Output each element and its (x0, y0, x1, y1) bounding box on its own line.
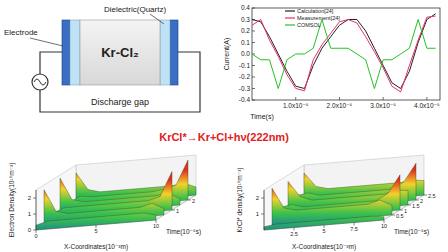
x-tick (426, 97, 427, 100)
x-tick (295, 97, 296, 100)
y-tick-label: 0.3 (241, 16, 250, 23)
legend-swatch (285, 24, 295, 25)
surface-chart: 0 1 2 0 5 10 1 2 Electron Density(10¹⁶m⁻³) X-Coor… (8, 155, 201, 251)
z-tick-label: 2 (256, 195, 260, 201)
z-axis-title: Electron Density(10¹⁶m⁻³) (8, 163, 16, 238)
time-tick-label: 1 (176, 208, 179, 214)
series-line (252, 20, 436, 89)
dielectric-left (70, 20, 80, 85)
legend-label: Calculation[24] (297, 8, 334, 14)
ac-source (32, 74, 48, 90)
leader-line (150, 14, 164, 24)
electrode-right (170, 20, 178, 85)
y-tick-label: -0.3 (239, 85, 251, 92)
x-axis-title: X-Coordinates(10⁻³m) (64, 243, 128, 251)
electrode-label: Electrode (4, 28, 38, 37)
x-tick-label: 5 (94, 228, 97, 234)
y-tick-label: -0.1 (239, 62, 251, 69)
y-tick-label: 0.2 (241, 27, 250, 34)
discharge-gas (80, 20, 160, 85)
y-tick (252, 100, 255, 101)
x-tick-label: 2.5 (290, 231, 298, 237)
y-tick-label: -0.4 (239, 96, 251, 103)
z-axis (36, 190, 37, 230)
y-tick-label: 0.1 (241, 39, 250, 46)
time-tick-label: 2 (420, 198, 423, 204)
x-axis-title: Time(s) (250, 113, 273, 121)
z-tick-label: 1 (28, 211, 32, 217)
x-tick-label: 4.0x10⁻⁵ (414, 102, 440, 109)
legend-swatch (285, 10, 295, 11)
reaction-equation: KrCl*→Kr+Cl+hν(222nm) (159, 131, 289, 143)
x-tick-label: 0 (34, 233, 37, 239)
time-tick-label: 0.5 (396, 213, 404, 219)
y-tick (252, 65, 255, 66)
series-line (252, 14, 436, 89)
time-tick-label: 2.5 (428, 193, 436, 199)
x-tick-label: 2.0x10⁻⁵ (327, 102, 353, 109)
figure: Kr-Cl₂ Dielectric(Quartz) Electrode Dischar… (0, 0, 448, 252)
legend: Calculation[24]Measurement[24]COMSOL (285, 8, 340, 28)
y-axis-title: Current(A) (223, 38, 231, 71)
z-tick-label: 2 (28, 195, 32, 201)
x-tick-label: 10 (153, 223, 159, 229)
z-axis-title: KrCl* density(10¹⁹m⁻³) (236, 167, 244, 232)
legend-label: Measurement[24] (297, 15, 340, 21)
y-tick (252, 8, 255, 9)
time-tick (400, 210, 403, 211)
leader-line (30, 38, 63, 46)
electrode-left (62, 20, 70, 85)
x-tick-label: 3.0x10⁻⁵ (370, 102, 396, 109)
y-tick-label: -0.2 (239, 73, 251, 80)
x-axis-title: X-Coordinates(10⁻³m) (292, 243, 356, 251)
line-chart: -0.4 -0.3 -0.2 -0.1 0.0 0.1 0.2 0.3 0.4 1.0x10⁻⁵ 2… (223, 4, 440, 121)
y-tick-label: 0.4 (241, 4, 250, 11)
series-line (252, 16, 436, 92)
z-tick-label: 1 (256, 211, 260, 217)
time-tick (416, 200, 419, 201)
series-group (252, 14, 436, 92)
y-tick (252, 31, 255, 32)
time-tick-label: 1 (404, 208, 407, 214)
gas-label: Kr-Cl₂ (101, 45, 139, 60)
plot-frame (252, 8, 440, 100)
dielectric-label: Dielectric(Quartz) (104, 5, 167, 14)
x-tick-label: 7.5 (350, 226, 358, 232)
schematic: Kr-Cl₂ Dielectric(Quartz) Electrode Dischar… (4, 5, 200, 112)
time-axis-title: Time(10⁻⁵s) (166, 228, 201, 236)
z-tick (33, 198, 36, 199)
y-tick (252, 42, 255, 43)
ac-symbol (34, 79, 46, 85)
y-tick (252, 88, 255, 89)
z-tick (33, 230, 36, 231)
time-tick (408, 205, 411, 206)
z-tick-label: 0 (28, 227, 32, 233)
legend-swatch (285, 17, 295, 18)
time-tick (424, 195, 427, 196)
y-tick (252, 77, 255, 78)
time-tick (392, 215, 395, 216)
legend-label: COMSOL (297, 22, 321, 28)
z-tick (261, 198, 264, 199)
z-tick (261, 214, 264, 215)
surface-chart: 122.557.5100.511.522.5KrCl* density(10¹⁹… (236, 155, 436, 251)
gap-label: Discharge gap (91, 97, 149, 107)
time-tick-label: 1.5 (412, 203, 420, 209)
x-tick-label: 5 (322, 228, 325, 234)
x-tick (339, 97, 340, 100)
x-tick-label: 1.0x10⁻⁵ (283, 102, 309, 109)
time-tick-label: 2 (192, 198, 195, 204)
time-tick (188, 200, 191, 201)
y-tick-label: 0.0 (241, 50, 250, 57)
x-tick-label: 10 (381, 223, 387, 229)
x-tick (383, 97, 384, 100)
time-tick (172, 210, 175, 211)
z-axis (264, 190, 265, 230)
z-tick (33, 214, 36, 215)
time-axis-title: Time(10⁻⁵s) (394, 228, 429, 236)
dielectric-right (160, 20, 170, 85)
